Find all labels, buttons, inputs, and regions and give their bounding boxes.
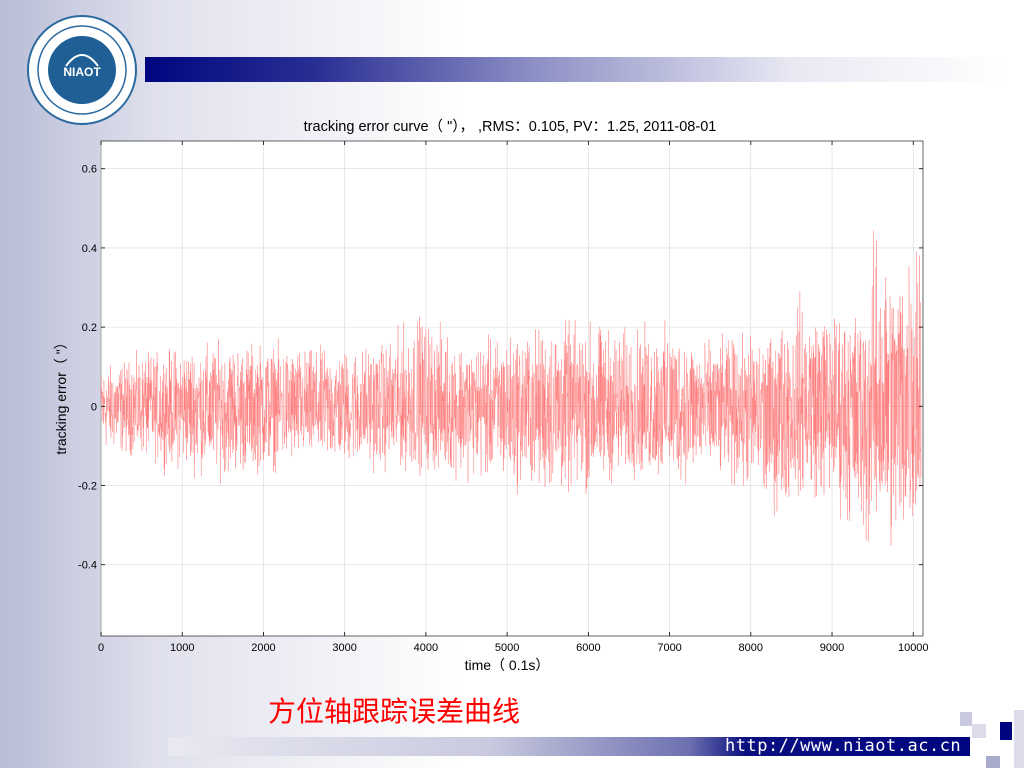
x-tick-label: 4000 <box>414 642 438 654</box>
institute-logo: NIAOT <box>27 15 137 125</box>
x-tick-label: 6000 <box>576 642 600 654</box>
y-axis-label: tracking error（ "） <box>53 335 69 454</box>
x-tick-label: 8000 <box>739 642 763 654</box>
decor-square <box>960 712 972 726</box>
x-tick-label: 5000 <box>495 642 519 654</box>
decor-square <box>1000 722 1012 740</box>
x-tick-label: 0 <box>98 642 104 654</box>
y-tick-label: 0 <box>91 401 97 413</box>
y-tick-label: 0.6 <box>82 164 97 176</box>
x-tick-label: 7000 <box>657 642 681 654</box>
y-tick-label: -0.4 <box>78 560 97 572</box>
y-tick-label: -0.2 <box>78 481 97 493</box>
y-tick-label: 0.2 <box>82 322 97 334</box>
decor-square <box>986 756 1000 768</box>
decor-square <box>972 724 986 738</box>
header-bar <box>145 57 1005 82</box>
slide-caption: 方位轴跟踪误差曲线 <box>268 695 521 728</box>
chart-title: tracking error curve（ "）， ,RMS：0.105, PV… <box>304 118 717 135</box>
x-tick-label: 9000 <box>820 642 844 654</box>
series-line <box>100 230 922 546</box>
decor-square <box>1014 710 1024 768</box>
footer-bar <box>168 737 970 756</box>
x-tick-label: 10000 <box>898 642 929 654</box>
x-tick-label: 1000 <box>170 642 194 654</box>
svg-text:NIAOT: NIAOT <box>63 65 101 79</box>
footer-url[interactable]: http://www.niaot.ac.cn <box>725 736 962 756</box>
y-tick-label: 0.4 <box>82 243 97 255</box>
x-tick-label: 3000 <box>332 642 356 654</box>
x-axis-label: time（ 0.1s） <box>465 657 550 673</box>
x-tick-label: 2000 <box>251 642 275 654</box>
